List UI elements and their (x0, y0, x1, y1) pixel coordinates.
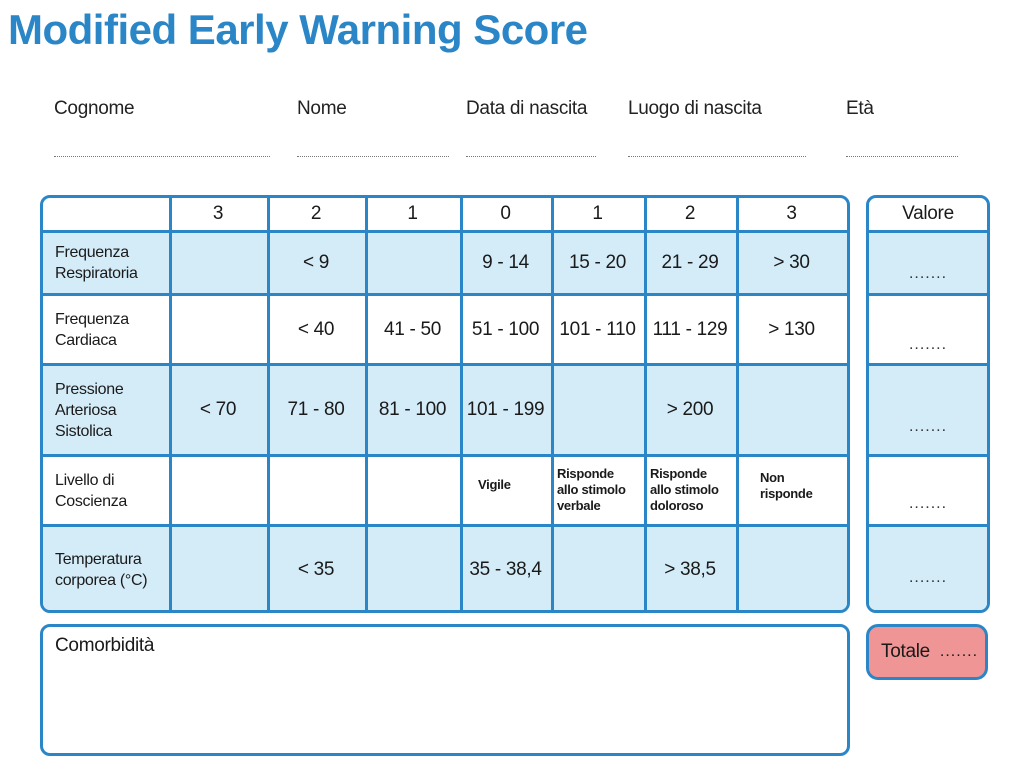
eta-label: Età (846, 98, 874, 119)
score-header: 0 (500, 203, 511, 224)
cognome-label: Cognome (54, 98, 135, 119)
valore-placeholder: ....... (908, 418, 948, 435)
score-cell: > 38,5 (644, 527, 736, 610)
score-cell: > 30 (736, 233, 847, 293)
totale-field[interactable]: Totale ....... (866, 624, 988, 680)
score-cell: 111 - 129 (652, 318, 728, 340)
score-cell: < 70 (169, 366, 267, 454)
grid-line (267, 198, 270, 610)
score-cell: Vigile (478, 477, 511, 492)
score-cell: 41 - 50 (383, 318, 442, 340)
score-table: 3 2 1 0 1 2 3 Frequenza Respiratoria < 9… (40, 195, 850, 613)
score-cell (736, 366, 847, 454)
valore-placeholder: ....... (908, 569, 948, 586)
eta-field[interactable] (846, 156, 958, 157)
score-cell: 9 - 14 (460, 233, 551, 293)
cognome-field[interactable] (54, 156, 270, 157)
totale-label: Totale (881, 641, 930, 662)
score-cell (169, 233, 267, 293)
grid-line (169, 198, 172, 610)
score-cell: > 200 (644, 366, 736, 454)
grid-line (869, 230, 987, 233)
grid-line (869, 524, 987, 527)
score-cell: 21 - 29 (644, 233, 736, 293)
totale-placeholder: ....... (939, 643, 979, 660)
grid-line (551, 198, 554, 610)
valore-header: Valore (902, 203, 954, 224)
valore-field-frequenza-cardiaca[interactable]: ....... (869, 296, 987, 363)
score-header: 1 (592, 203, 603, 224)
row-label-frequenza-respiratoria: Frequenza Respiratoria (43, 233, 169, 293)
grid-line (736, 198, 739, 610)
grid-line (43, 230, 847, 233)
score-cell (267, 457, 365, 524)
nome-field[interactable] (297, 156, 449, 157)
luogo-nascita-label: Luogo di nascita (628, 98, 762, 119)
score-cell (365, 457, 460, 524)
valore-column: Valore ....... ....... ....... ....... .… (866, 195, 990, 613)
score-cell: Risponde allo stimolo doloroso (650, 466, 719, 513)
score-header: 3 (212, 203, 224, 224)
grid-line (869, 293, 987, 296)
score-header: 3 (786, 203, 797, 224)
valore-placeholder: ....... (908, 495, 948, 512)
grid-line (365, 198, 368, 610)
score-cell: 51 - 100 (471, 318, 540, 340)
valore-placeholder: ....... (908, 336, 948, 353)
row-label-pressione-arteriosa-sistolica: Pressione Arteriosa Sistolica (43, 366, 169, 454)
score-cell: > 130 (768, 318, 815, 340)
page-title: Modified Early Warning Score (8, 6, 588, 53)
score-cell: 101 - 199 (460, 366, 551, 454)
score-cell (169, 296, 267, 363)
score-cell: 15 - 20 (551, 233, 644, 293)
valore-field-frequenza-respiratoria[interactable]: ....... (869, 233, 987, 293)
grid-line (43, 454, 847, 457)
score-cell (736, 527, 847, 610)
valore-field-pressione-arteriosa[interactable]: ....... (869, 366, 987, 454)
grid-line (43, 524, 847, 527)
nome-label: Nome (297, 98, 347, 119)
luogo-nascita-field[interactable] (628, 156, 806, 157)
score-cell: < 40 (297, 318, 335, 340)
grid-line (644, 198, 647, 610)
score-cell: 101 - 110 (559, 318, 636, 340)
score-cell (169, 457, 267, 524)
row-label-livello-coscienza: Livello di Coscienza (55, 471, 128, 510)
score-cell: < 35 (267, 527, 365, 610)
grid-line (43, 363, 847, 366)
score-cell (169, 527, 267, 610)
grid-line (869, 454, 987, 457)
score-header: 2 (684, 203, 696, 224)
score-cell (551, 527, 644, 610)
valore-field-livello-coscienza[interactable]: ....... (869, 457, 987, 524)
grid-line (460, 198, 463, 610)
data-nascita-field[interactable] (466, 156, 596, 157)
score-cell (365, 233, 460, 293)
score-cell: < 9 (267, 233, 365, 293)
comorbidita-field[interactable]: Comorbidità (40, 624, 850, 756)
comorbidita-label: Comorbidità (55, 635, 155, 656)
valore-placeholder: ....... (908, 265, 948, 282)
score-cell: 71 - 80 (267, 366, 365, 454)
grid-line (43, 293, 847, 296)
score-header: 2 (310, 203, 322, 224)
score-cell: Non risponde (760, 470, 813, 501)
valore-field-temperatura-corporea[interactable]: ....... (869, 527, 987, 610)
score-cell (551, 366, 644, 454)
grid-line (869, 363, 987, 366)
score-cell: 81 - 100 (365, 366, 460, 454)
score-cell (365, 527, 460, 610)
score-cell: Risponde allo stimolo verbale (557, 466, 626, 513)
corner-cell (43, 198, 169, 230)
score-cell: 35 - 38,4 (460, 527, 551, 610)
row-label-frequenza-cardiaca: Frequenza Cardiaca (55, 310, 129, 349)
row-label-temperatura-corporea: Temperatura corporea (°C) (43, 527, 169, 610)
data-nascita-label: Data di nascita (466, 98, 588, 119)
score-header: 1 (407, 203, 418, 224)
